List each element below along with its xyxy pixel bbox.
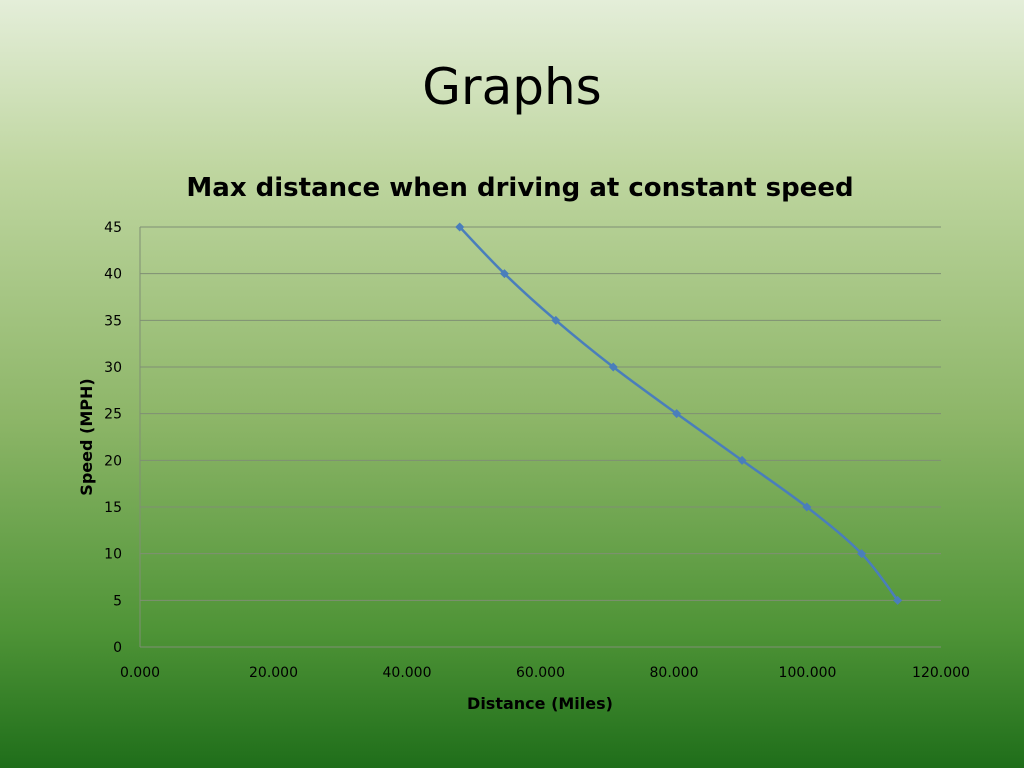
y-tick-label: 20 bbox=[104, 453, 122, 469]
y-tick-label: 40 bbox=[104, 267, 122, 283]
data-point-marker bbox=[551, 315, 561, 325]
gridlines bbox=[140, 226, 941, 601]
x-axis-title: Distance (Miles) bbox=[467, 694, 613, 713]
series bbox=[455, 222, 903, 605]
y-tick-label: 5 bbox=[113, 593, 122, 609]
y-tick-label: 0 bbox=[113, 640, 122, 656]
x-tick-label: 20.000 bbox=[249, 665, 298, 681]
y-tick-label: 10 bbox=[104, 547, 122, 563]
data-point-marker bbox=[857, 549, 867, 559]
data-point-marker bbox=[893, 595, 903, 605]
chart-title: Max distance when driving at constant sp… bbox=[186, 173, 853, 203]
y-axis-title: Speed (MPH) bbox=[77, 378, 96, 495]
y-tick-label: 30 bbox=[104, 360, 122, 376]
y-tick-label: 15 bbox=[104, 500, 122, 516]
axes bbox=[139, 227, 941, 648]
x-tick-label: 40.000 bbox=[383, 665, 432, 681]
x-tick-label: 100.000 bbox=[779, 665, 837, 681]
data-point-marker bbox=[455, 222, 465, 232]
x-tick-label: 0.000 bbox=[120, 665, 160, 681]
y-tick-label: 45 bbox=[104, 220, 122, 236]
data-point-marker bbox=[608, 362, 618, 372]
x-tick-label: 120.000 bbox=[912, 665, 970, 681]
data-point-marker bbox=[672, 409, 682, 419]
data-point-marker bbox=[802, 502, 812, 512]
y-tick-label: 25 bbox=[104, 407, 122, 423]
slide-title: Graphs bbox=[422, 58, 602, 116]
x-tick-label: 80.000 bbox=[650, 665, 699, 681]
data-point-marker bbox=[499, 269, 509, 279]
tick-labels: 0 5 10 15 20 25 30 35 40 45 0.000 20.000 40.000 60.00… bbox=[104, 220, 970, 681]
data-point-marker bbox=[737, 455, 747, 465]
x-tick-label: 60.000 bbox=[516, 665, 565, 681]
y-tick-label: 35 bbox=[104, 313, 122, 329]
